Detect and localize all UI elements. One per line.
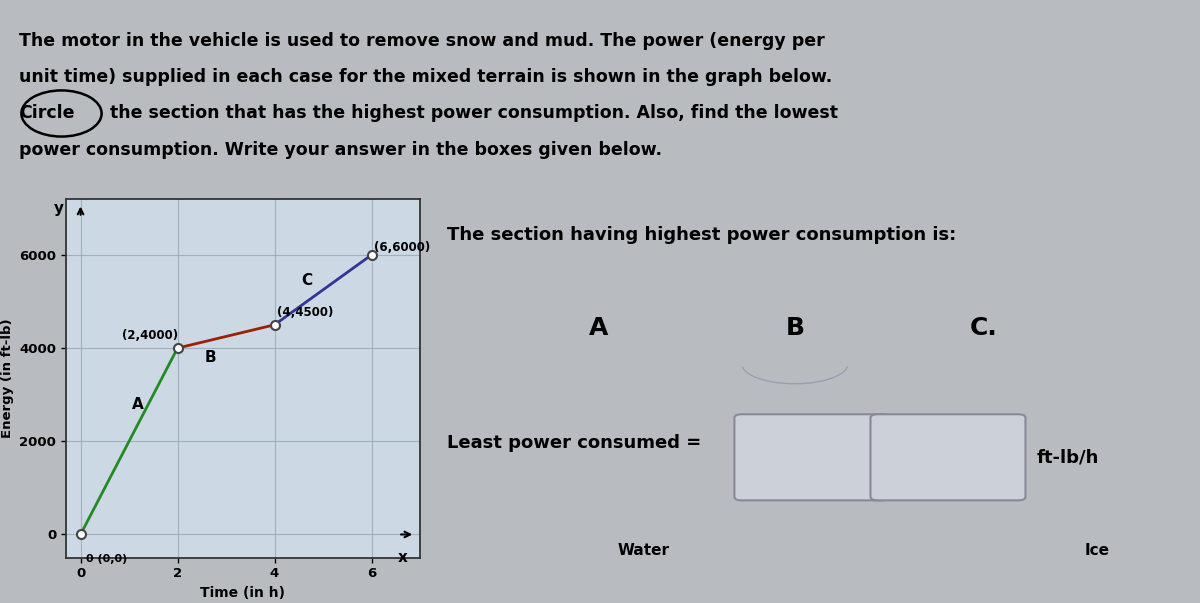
Text: x: x: [398, 551, 408, 566]
Text: unit time) supplied in each case for the mixed terrain is shown in the graph bel: unit time) supplied in each case for the…: [19, 68, 833, 86]
Text: the section that has the highest power consumption. Also, find the lowest: the section that has the highest power c…: [104, 104, 838, 122]
Text: Least power consumed =: Least power consumed =: [448, 434, 701, 452]
Text: ft-lb/h: ft-lb/h: [1037, 448, 1099, 466]
Text: power consumption. Write your answer in the boxes given below.: power consumption. Write your answer in …: [19, 141, 662, 159]
FancyBboxPatch shape: [870, 414, 1026, 500]
Text: y: y: [54, 201, 64, 216]
Text: C: C: [301, 273, 312, 288]
Text: A: A: [132, 397, 143, 412]
Text: (2,4000): (2,4000): [121, 329, 178, 342]
Text: C.: C.: [970, 316, 997, 340]
Text: The motor in the vehicle is used to remove snow and mud. The power (energy per: The motor in the vehicle is used to remo…: [19, 32, 824, 50]
Text: The section having highest power consumption is:: The section having highest power consump…: [448, 226, 956, 244]
FancyBboxPatch shape: [734, 414, 889, 500]
Text: Water: Water: [618, 543, 670, 558]
Text: (4,4500): (4,4500): [277, 306, 334, 320]
Text: A: A: [589, 316, 608, 340]
Text: Circle: Circle: [19, 104, 74, 122]
Text: Ice: Ice: [1085, 543, 1110, 558]
Text: 0 (0,0): 0 (0,0): [86, 554, 127, 564]
Y-axis label: Energy (in ft-lb): Energy (in ft-lb): [1, 318, 13, 438]
Text: B: B: [785, 316, 804, 340]
Text: B: B: [204, 350, 216, 365]
X-axis label: Time (in h): Time (in h): [200, 586, 286, 600]
Text: (6,6000): (6,6000): [374, 241, 430, 254]
